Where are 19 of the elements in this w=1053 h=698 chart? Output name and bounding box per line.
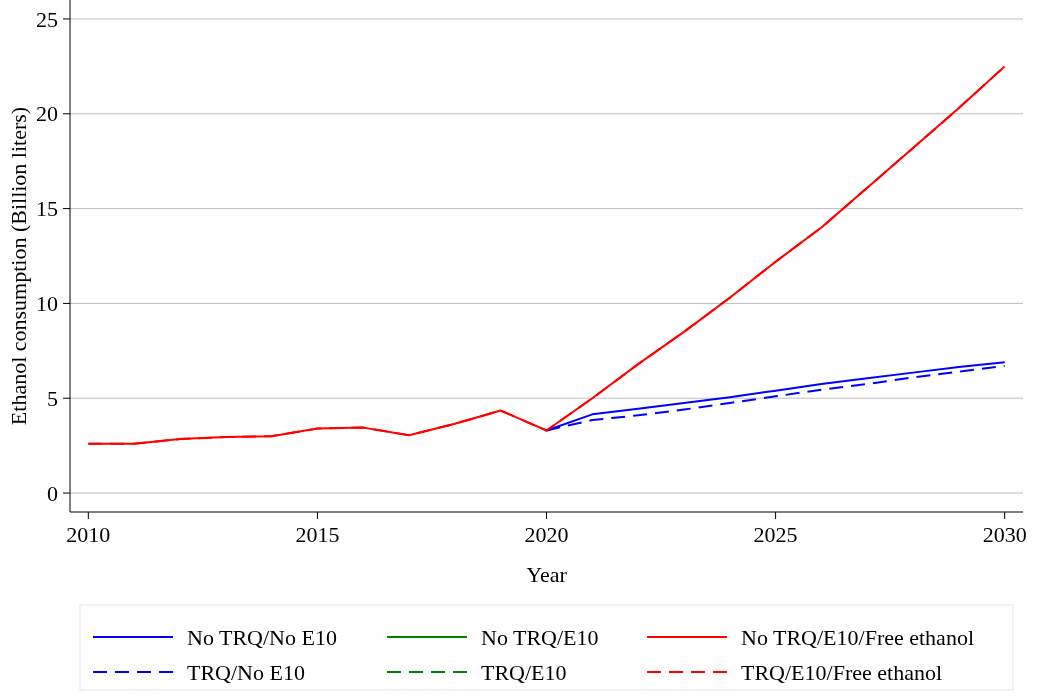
x-tick-label: 2010 bbox=[66, 522, 111, 547]
x-tick-label: 2025 bbox=[753, 522, 798, 547]
y-axis-title: Ethanol consumption (Billion liters) bbox=[6, 106, 31, 426]
y-tick-label: 20 bbox=[36, 101, 58, 127]
legend-label: TRQ/No E10 bbox=[187, 659, 305, 685]
y-tick-label: 15 bbox=[36, 196, 58, 222]
legend-label: TRQ/E10/Free ethanol bbox=[741, 659, 943, 685]
y-tick-label: 10 bbox=[36, 291, 58, 317]
legend-label: TRQ/E10 bbox=[481, 659, 567, 685]
x-tick-label: 2015 bbox=[295, 522, 340, 547]
legend-label: No TRQ/No E10 bbox=[187, 624, 337, 650]
x-axis-title: Year bbox=[526, 562, 568, 587]
legend-label: No TRQ/E10 bbox=[481, 624, 599, 650]
legend-label: No TRQ/E10/Free ethanol bbox=[741, 624, 974, 650]
x-tick-label: 2030 bbox=[982, 522, 1027, 547]
y-tick-label: 25 bbox=[36, 6, 58, 32]
y-tick-label: 0 bbox=[47, 480, 58, 506]
y-tick-label: 5 bbox=[47, 385, 58, 411]
x-tick-label: 2020 bbox=[524, 522, 569, 547]
